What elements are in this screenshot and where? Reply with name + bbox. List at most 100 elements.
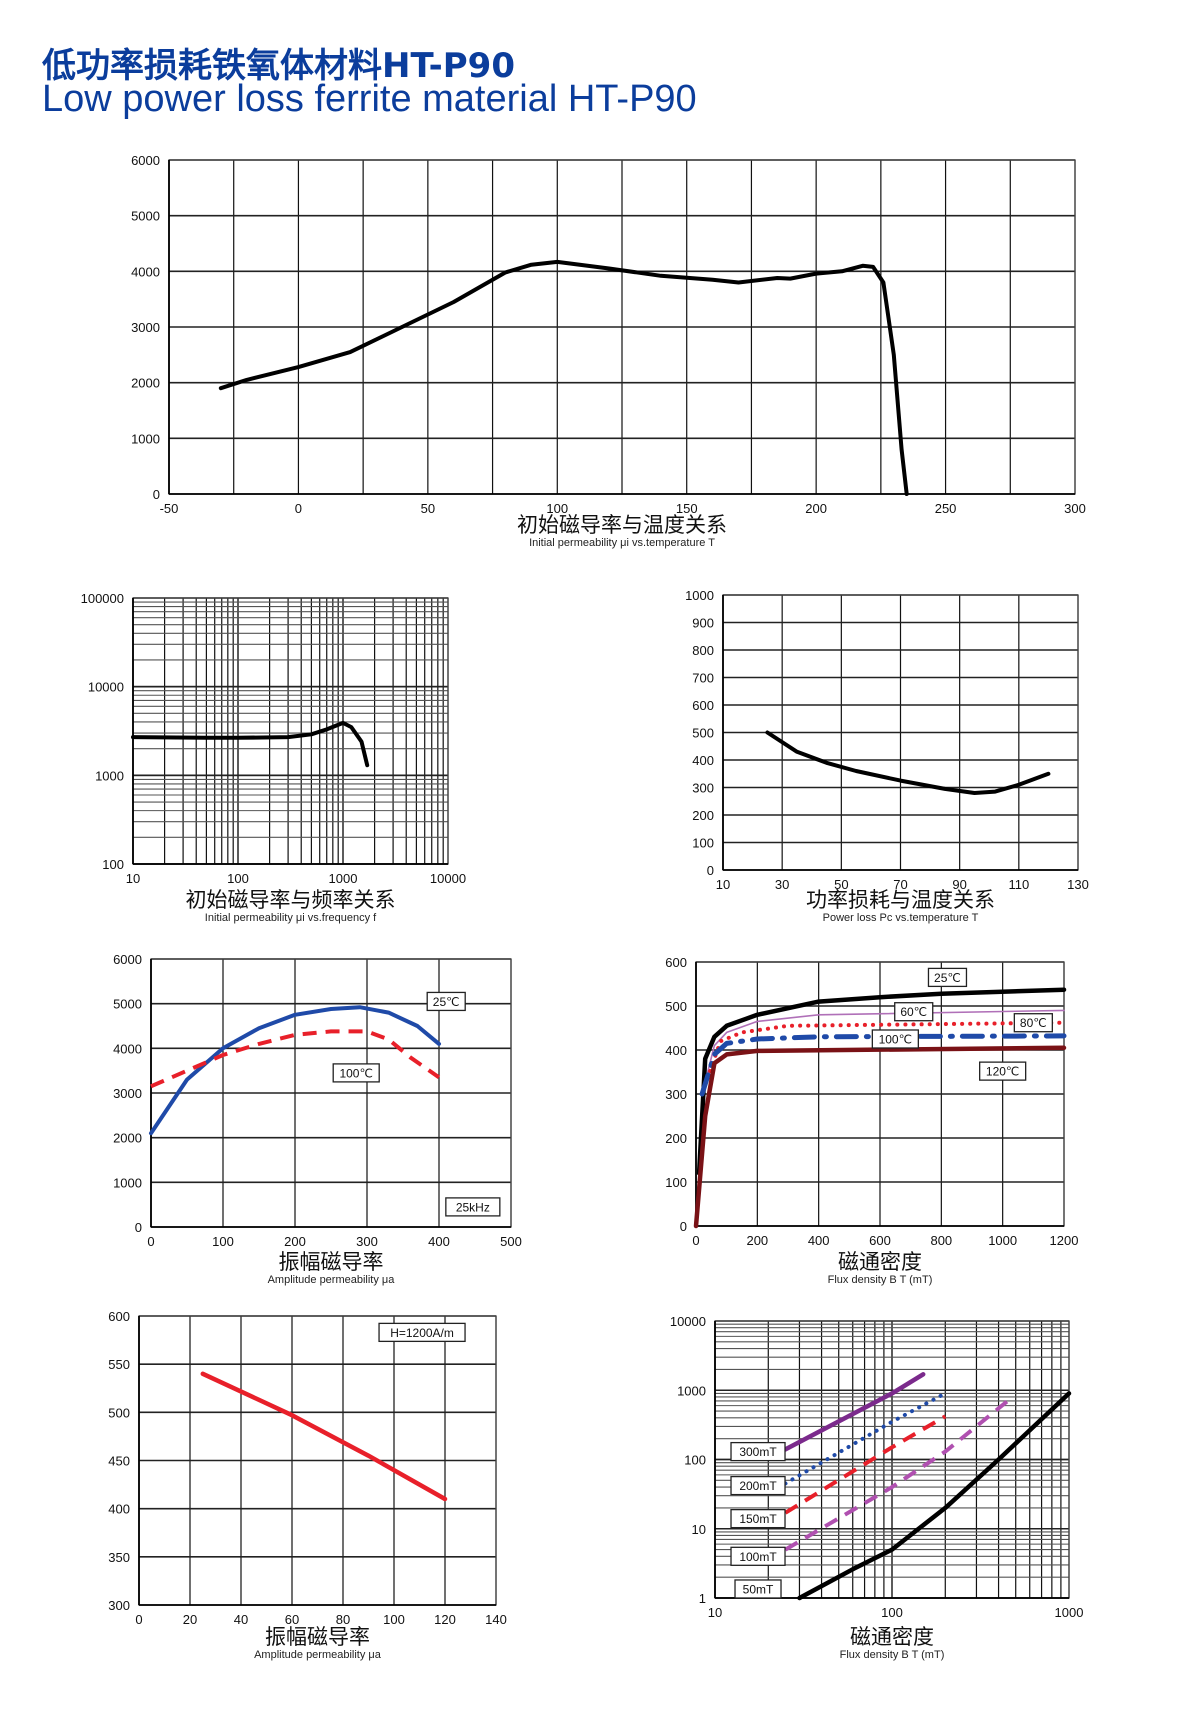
series-label: 100mT [730, 1546, 786, 1566]
series-label: 50mT [734, 1579, 782, 1599]
chart-title: 磁通密度 [850, 1625, 934, 1649]
x-tick-label: 150 [676, 501, 698, 516]
y-tick-label: 2000 [113, 1131, 142, 1146]
x-tick-label: 250 [935, 501, 957, 516]
y-tick-label: 6000 [131, 153, 160, 168]
y-tick-label: 100000 [81, 591, 124, 606]
x-tick-label: 60 [285, 1612, 299, 1627]
series-line-150mT [784, 1414, 947, 1515]
plot-frame [132, 597, 449, 865]
chart-subtitle: Flux density B T (mT) [840, 1649, 945, 1661]
series-label-box [979, 1061, 1027, 1081]
x-tick-label: 140 [485, 1612, 507, 1627]
y-tick-label: 100 [692, 836, 714, 851]
y-tick-label: 400 [108, 1502, 130, 1517]
y-tick-label: 500 [692, 726, 714, 741]
series-label-box [1013, 1013, 1053, 1033]
series-label: 25℃ [426, 991, 466, 1012]
chart-title: 功率损耗与温度关系 [806, 888, 995, 912]
x-tick-label: 100 [546, 501, 568, 516]
x-tick-label: 50 [834, 877, 848, 892]
x-tick-label: 90 [952, 877, 966, 892]
series-label-text: 120℃ [986, 1065, 1020, 1079]
y-tick-label: 350 [108, 1550, 130, 1565]
x-tick-label: 600 [869, 1233, 891, 1248]
x-tick-label: 10 [716, 877, 730, 892]
y-tick-label: 400 [665, 1043, 687, 1058]
y-tick-label: 600 [665, 955, 687, 970]
series-line-100 [150, 1029, 441, 1089]
chart-title: 初始磁导率与温度关系 [517, 513, 727, 537]
x-tick-label: 120 [434, 1612, 456, 1627]
series-label-text: H=1200A/m [390, 1326, 454, 1340]
y-tick-label: 100 [684, 1453, 706, 1468]
x-tick-label: 200 [746, 1233, 768, 1248]
series-label: 25kHz [445, 1197, 501, 1217]
series-label: 150mT [730, 1508, 786, 1529]
y-tick-label: 300 [692, 781, 714, 796]
series-label-box [730, 1508, 786, 1529]
x-tick-label: 500 [500, 1234, 522, 1249]
y-tick-label: 2000 [131, 376, 160, 391]
series-label-box [730, 1475, 786, 1496]
series-label: 100℃ [332, 1063, 380, 1083]
chart-subtitle: Amplitude permeability μa [254, 1649, 382, 1661]
series-label-text: 100mT [739, 1550, 777, 1564]
y-tick-label: 200 [692, 808, 714, 823]
series-label-box [426, 991, 466, 1012]
y-tick-label: 300 [665, 1087, 687, 1102]
x-tick-label: 400 [808, 1233, 830, 1248]
series-label-text: 200mT [739, 1479, 777, 1493]
series-label: 60℃ [894, 1002, 934, 1022]
y-tick-label: 5000 [131, 209, 160, 224]
x-tick-label: 100 [212, 1234, 234, 1249]
x-tick-label: 1000 [329, 871, 358, 886]
series-label: 100℃ [871, 1029, 919, 1049]
x-tick-label: 1000 [1055, 1605, 1084, 1620]
chart-subtitle: Initial permeability μi vs.frequency f [205, 912, 377, 924]
y-tick-label: 600 [108, 1309, 130, 1324]
chart-pc-vs-temp: 10 30 50 70 90 110 130 0 100 200 300 400 500 600 700 80… [685, 588, 1089, 924]
chart-pc-vs-b: 10 100 1000110100100010000300mT200mT150mT1… [670, 1314, 1084, 1661]
series-label-box [871, 1029, 919, 1049]
x-tick-label: 100 [227, 871, 249, 886]
x-tick-label: 110 [1008, 877, 1029, 892]
series-label-box [332, 1063, 380, 1083]
x-tick-label: 200 [284, 1234, 306, 1249]
chart-mu-vs-freq: 10 100 1000 10000100100010000100000初始磁导率与频率… [81, 591, 466, 924]
series-label-text: 150mT [739, 1512, 777, 1526]
series-label-box [730, 1546, 786, 1566]
y-tick-label: 700 [692, 671, 714, 686]
series-label: 120℃ [979, 1061, 1027, 1081]
x-tick-label: 1000 [988, 1233, 1017, 1248]
series-line-80 [700, 1020, 1066, 1096]
y-tick-label: 10 [692, 1522, 706, 1537]
y-tick-label: 200 [665, 1131, 687, 1146]
y-tick-label: 6000 [113, 952, 142, 967]
series-label-box [894, 1002, 934, 1022]
series-label-text: 50mT [743, 1582, 774, 1596]
series-label-text: 60℃ [900, 1005, 927, 1019]
x-tick-label: 800 [930, 1233, 952, 1248]
y-tick-label: 300 [108, 1598, 130, 1613]
x-tick-label: 300 [1064, 501, 1086, 516]
page-title-cn: 低功率损耗铁氧体材料HT-P90 [42, 46, 515, 86]
series-label: 200mT [730, 1475, 786, 1496]
series-label-text: 300mT [739, 1445, 777, 1459]
chart-subtitle: Initial permeability μi vs.temperature T [529, 537, 715, 549]
series-line-Pc [765, 730, 1051, 795]
y-tick-label: 100 [102, 857, 124, 872]
x-tick-label: 200 [805, 501, 827, 516]
y-tick-label: 0 [135, 1220, 142, 1235]
y-tick-label: 500 [665, 999, 687, 1014]
series-line-300mT [783, 1372, 926, 1452]
series-label-box [445, 1197, 501, 1217]
series-label-text: 25kHz [456, 1200, 490, 1214]
series-label-text: 25℃ [934, 971, 961, 985]
y-tick-label: 1000 [113, 1175, 142, 1190]
x-tick-label: 0 [295, 501, 302, 516]
chart-title: 振幅磁导率 [265, 1625, 370, 1649]
series-label: 80℃ [1013, 1013, 1053, 1033]
x-tick-label: 10 [126, 871, 140, 886]
